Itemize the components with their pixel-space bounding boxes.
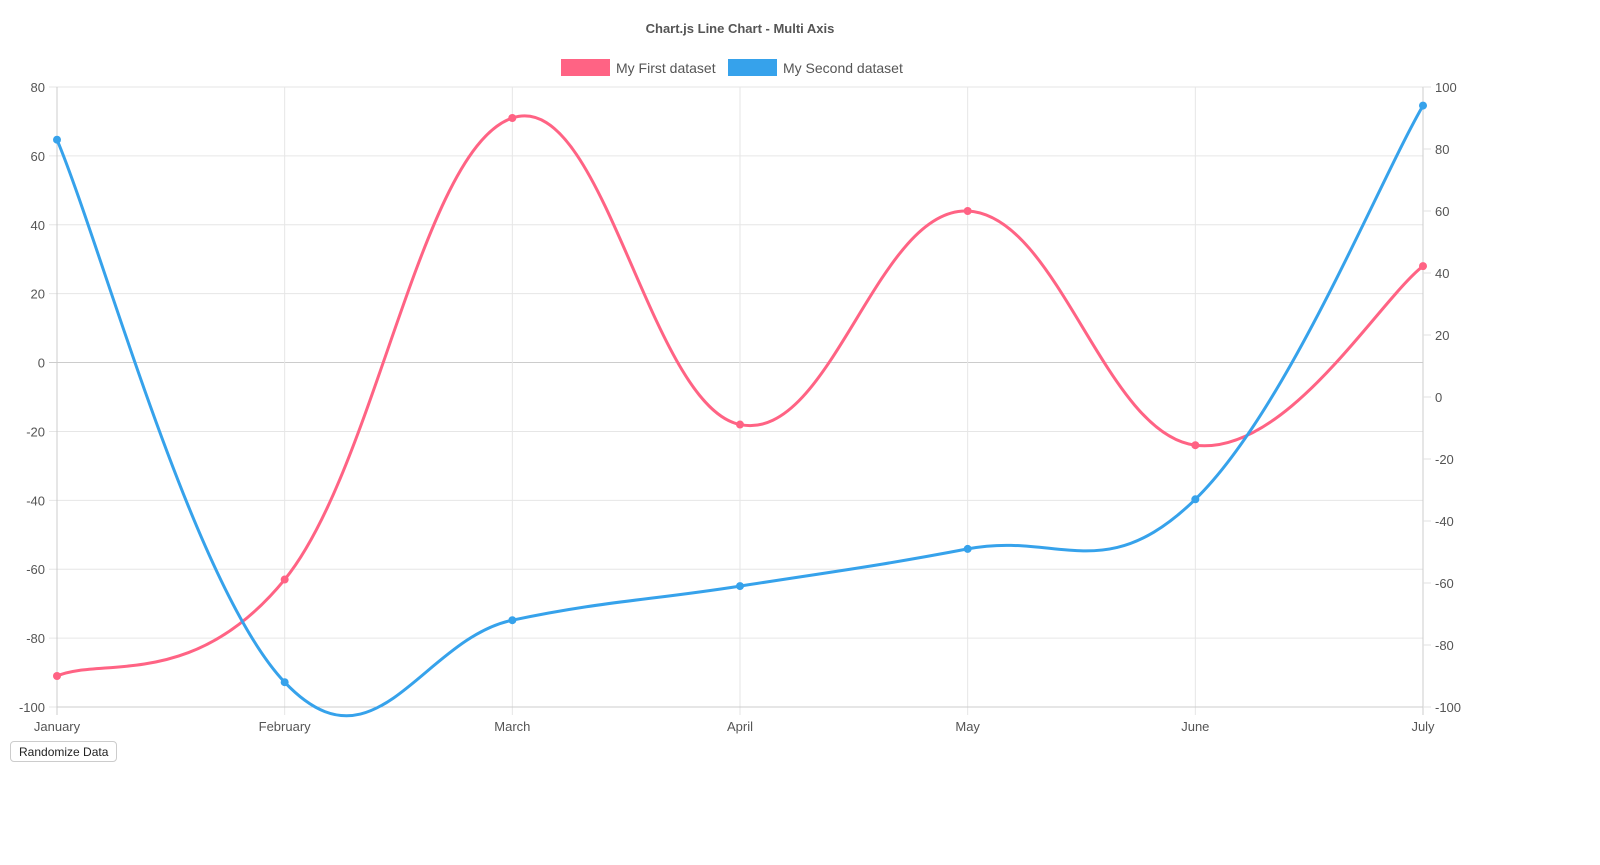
data-point[interactable] <box>1419 262 1427 271</box>
x-tick-label: April <box>727 719 753 734</box>
x-axis: January February March April May June July <box>34 719 1435 734</box>
x-tick-label: May <box>955 719 980 734</box>
y-left-tick-label: -100 <box>19 700 45 715</box>
y-left-tick-label: 40 <box>31 218 45 233</box>
y-right-tick-label: -80 <box>1435 638 1454 653</box>
y-left-tick-label: -20 <box>26 424 45 439</box>
randomize-data-button[interactable]: Randomize Data <box>10 741 118 762</box>
data-point[interactable] <box>53 135 61 144</box>
y-right-tick-label: 0 <box>1435 390 1442 405</box>
data-point[interactable] <box>963 544 972 553</box>
y-axis-left: 80 60 40 20 0 -20 -40 -60 -80 -100 <box>19 80 45 715</box>
data-point[interactable] <box>508 616 517 625</box>
x-tick-label: July <box>1411 719 1435 734</box>
y-left-tick-label: -60 <box>26 562 45 577</box>
x-tick-label: February <box>259 719 312 734</box>
legend-swatch <box>561 59 610 76</box>
y-left-tick-label: 20 <box>31 287 45 302</box>
legend: My First dataset My Second dataset <box>561 59 903 76</box>
y-left-tick-label: 60 <box>31 149 45 164</box>
x-tick-label: March <box>494 719 530 734</box>
data-point[interactable] <box>53 672 61 680</box>
data-point[interactable] <box>736 582 744 591</box>
data-point[interactable] <box>280 575 289 584</box>
x-tick-label: January <box>34 719 81 734</box>
data-point[interactable] <box>1419 101 1427 110</box>
legend-item-1[interactable]: My First dataset <box>561 59 716 76</box>
x-tick-label: June <box>1181 719 1209 734</box>
data-point[interactable] <box>736 420 744 429</box>
y-right-tick-label: 80 <box>1435 142 1449 157</box>
y-right-tick-label: -20 <box>1435 452 1454 467</box>
y-axis-right: 100 80 60 40 20 0 -20 -40 -60 -80 -100 <box>1423 80 1461 715</box>
chart-title: Chart.js Line Chart - Multi Axis <box>646 21 835 36</box>
y-right-tick-label: 40 <box>1435 266 1449 281</box>
data-point[interactable] <box>1191 495 1200 504</box>
legend-swatch <box>728 59 777 76</box>
series-line-2 <box>55 104 1425 718</box>
data-point[interactable] <box>280 678 289 687</box>
y-right-tick-label: 60 <box>1435 204 1449 219</box>
y-right-tick-label: 20 <box>1435 328 1449 343</box>
legend-label: My First dataset <box>616 60 716 76</box>
series-lines <box>53 101 1427 718</box>
grid-lines <box>49 86 1424 715</box>
y-right-tick-label: 100 <box>1435 80 1457 95</box>
y-right-tick-label: -40 <box>1435 514 1454 529</box>
legend-label: My Second dataset <box>783 60 903 76</box>
y-left-tick-label: 0 <box>38 356 45 371</box>
data-point[interactable] <box>508 114 517 122</box>
y-right-tick-label: -60 <box>1435 576 1454 591</box>
y-left-tick-label: -40 <box>26 493 45 508</box>
y-left-tick-label: -80 <box>26 631 45 646</box>
data-point[interactable] <box>963 207 972 215</box>
y-right-tick-label: -100 <box>1435 700 1461 715</box>
legend-item-2[interactable]: My Second dataset <box>728 59 903 76</box>
y-left-tick-label: 80 <box>31 80 45 95</box>
data-point[interactable] <box>1191 441 1200 450</box>
series-line-1 <box>56 114 1424 678</box>
